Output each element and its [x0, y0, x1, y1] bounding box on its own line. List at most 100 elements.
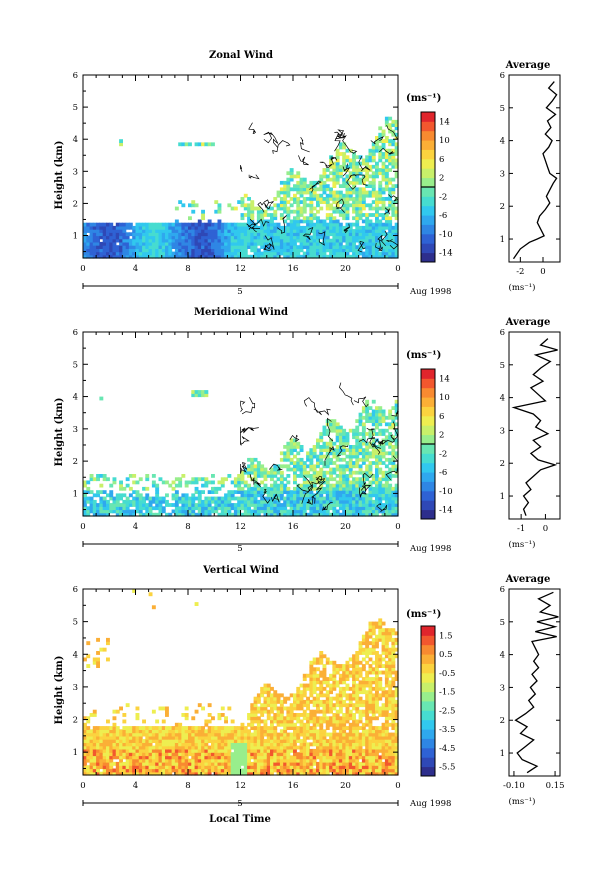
heatmap-cell — [214, 241, 219, 246]
heatmap-cell — [128, 474, 133, 478]
heatmap-cell — [371, 155, 376, 160]
heatmap-cell — [256, 241, 261, 246]
heatmap-cell — [128, 755, 133, 760]
heatmap-cell — [319, 503, 324, 507]
heatmap-cell — [145, 474, 150, 478]
heatmap-cell — [151, 480, 156, 485]
heatmap-cell — [293, 758, 297, 763]
heatmap-cell — [174, 761, 179, 766]
heatmap-cell — [371, 415, 376, 420]
heatmap-cell — [256, 755, 261, 760]
heatmap-cell — [283, 238, 288, 243]
heatmap-cell — [394, 251, 399, 256]
heatmap-cell — [178, 496, 183, 501]
heatmap-cell — [125, 765, 130, 770]
heatmap-cell — [266, 739, 271, 743]
heatmap-cell — [135, 765, 140, 770]
heatmap-cell — [191, 509, 196, 514]
heatmap-cell — [306, 496, 310, 501]
heatmap-cell — [138, 758, 143, 763]
heatmap-cell — [266, 713, 271, 717]
heatmap-cell — [102, 512, 107, 517]
heatmap-cell — [355, 483, 360, 488]
heatmap-cell — [316, 503, 320, 507]
heatmap-cell — [181, 232, 186, 237]
heatmap-cell — [279, 503, 284, 507]
heatmap-cell — [256, 716, 261, 721]
heatmap-cell — [283, 245, 288, 249]
heatmap-cell — [112, 480, 117, 485]
heatmap-cell — [306, 216, 310, 221]
heatmap-cell — [204, 238, 209, 243]
heatmap-cell — [322, 254, 327, 259]
heatmap-cell — [332, 441, 337, 446]
heatmap-cell — [99, 647, 104, 652]
heatmap-cell — [237, 477, 242, 482]
heatmap-cell — [230, 503, 235, 507]
heatmap-cell — [197, 755, 202, 760]
heatmap-cell — [191, 765, 196, 770]
heatmap-cell — [128, 768, 133, 773]
heatmap-cell — [86, 765, 91, 770]
heatmap-cell — [342, 693, 347, 698]
heatmap-cell — [286, 709, 291, 714]
heatmap-cell — [83, 506, 87, 511]
heatmap-cell — [306, 745, 310, 750]
heatmap-cell — [96, 739, 100, 743]
heatmap-cell — [309, 735, 314, 740]
heatmap-cell — [338, 496, 343, 501]
heatmap-cell — [115, 729, 120, 734]
heatmap-cell — [112, 726, 117, 730]
heatmap-cell — [319, 470, 324, 475]
heatmap-cell — [296, 713, 301, 717]
heatmap-cell — [109, 755, 114, 760]
heatmap-cell — [348, 428, 353, 433]
heatmap-cell — [283, 209, 288, 214]
heatmap-cell — [181, 748, 186, 753]
heatmap-cell — [394, 248, 399, 253]
heatmap-cell — [342, 213, 347, 217]
heatmap-cell — [155, 238, 160, 243]
heatmap-cell — [325, 755, 330, 760]
heatmap-cell — [260, 726, 265, 730]
colorbar-swatch — [421, 112, 435, 122]
heatmap-cell — [145, 477, 150, 482]
heatmap-cell — [345, 441, 350, 446]
heatmap-cell — [378, 422, 383, 427]
heatmap-cell — [296, 184, 301, 188]
heatmap-cell — [247, 245, 251, 249]
heatmap-cell — [263, 732, 268, 737]
heatmap-cell — [188, 496, 192, 501]
colorbar-swatch — [421, 130, 435, 141]
heatmap-cell — [161, 232, 166, 237]
heatmap-cell — [312, 512, 317, 517]
heatmap-cell — [109, 225, 114, 230]
heatmap-cell — [273, 225, 278, 230]
colorbar-swatch — [421, 378, 435, 389]
heatmap-cell — [92, 729, 97, 734]
heatmap-cell — [207, 771, 212, 776]
heatmap-cell — [325, 483, 330, 488]
heatmap-cell — [266, 716, 271, 721]
heatmap-cell — [332, 248, 337, 253]
heatmap-cell — [342, 200, 347, 204]
heatmap-cell — [138, 235, 143, 240]
heatmap-cell — [384, 225, 389, 230]
heatmap-cell — [335, 203, 340, 208]
heatmap-cell — [319, 719, 324, 724]
heatmap-cell — [322, 771, 327, 776]
heatmap-cell — [224, 496, 228, 501]
heatmap-cell — [92, 503, 97, 507]
heatmap-cell — [309, 509, 314, 514]
heatmap-cell — [394, 174, 399, 179]
heatmap-cell — [312, 197, 317, 201]
heatmap-cell — [171, 729, 176, 734]
heatmap-cell — [361, 425, 366, 430]
heatmap-cell — [371, 187, 376, 192]
heatmap-cell — [286, 771, 291, 776]
heatmap-cell — [243, 232, 248, 237]
heatmap-cell — [299, 470, 304, 475]
heatmap-cell — [345, 752, 350, 757]
heatmap-cell — [342, 203, 347, 208]
heatmap-cell — [128, 251, 133, 256]
